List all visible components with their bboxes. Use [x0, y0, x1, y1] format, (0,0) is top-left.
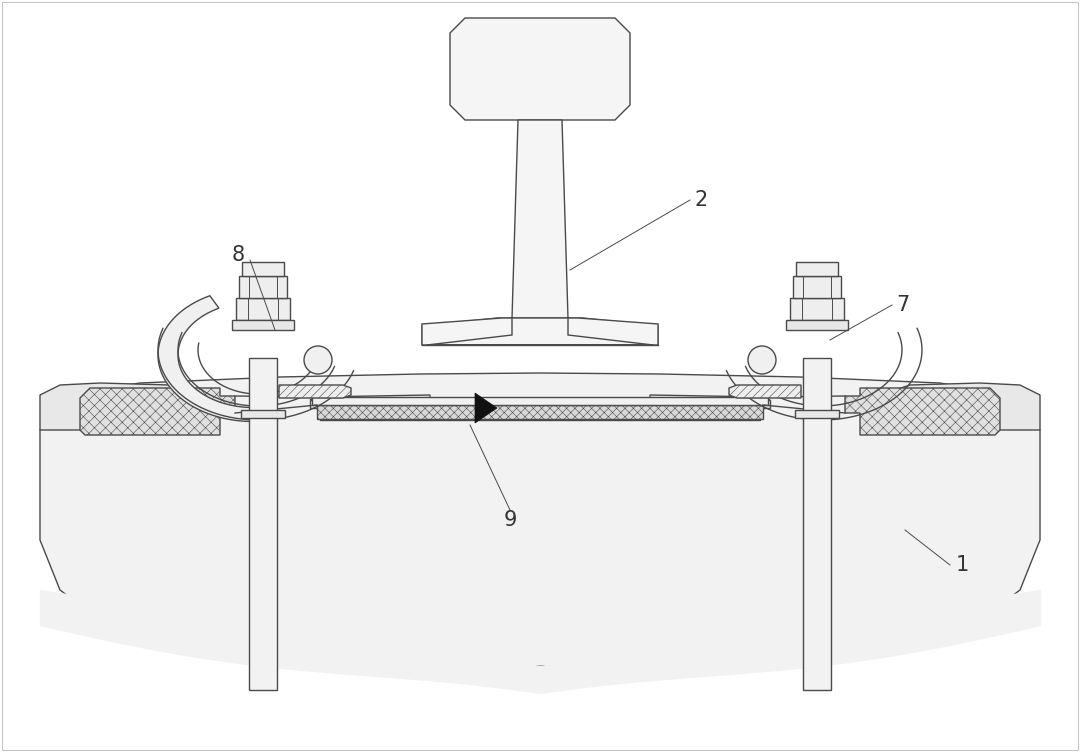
Polygon shape — [158, 296, 253, 422]
Polygon shape — [80, 388, 235, 435]
Polygon shape — [310, 395, 430, 400]
Bar — [789, 298, 843, 320]
Bar — [232, 320, 294, 330]
Polygon shape — [450, 18, 630, 120]
Bar — [804, 358, 831, 690]
Polygon shape — [650, 395, 770, 400]
Polygon shape — [279, 385, 351, 398]
Polygon shape — [512, 120, 568, 318]
Bar — [320, 408, 760, 420]
Polygon shape — [40, 373, 1040, 666]
Text: 8: 8 — [232, 245, 245, 265]
Bar — [312, 397, 768, 405]
Polygon shape — [422, 318, 658, 345]
Bar — [310, 400, 770, 408]
Circle shape — [748, 346, 777, 374]
Bar — [795, 410, 839, 418]
Text: 7: 7 — [896, 295, 909, 315]
Bar — [249, 358, 276, 690]
Bar — [318, 405, 762, 419]
Polygon shape — [40, 383, 200, 430]
Bar — [786, 320, 848, 330]
Text: 2: 2 — [694, 190, 707, 210]
Bar — [793, 276, 841, 298]
Bar — [241, 410, 285, 418]
Text: 9: 9 — [504, 510, 517, 530]
Bar — [796, 262, 838, 276]
Polygon shape — [422, 318, 658, 345]
Circle shape — [303, 346, 332, 374]
Bar — [239, 276, 287, 298]
Polygon shape — [845, 388, 1000, 435]
Text: 1: 1 — [956, 555, 969, 575]
Polygon shape — [475, 393, 497, 423]
Polygon shape — [880, 383, 1040, 430]
Bar — [237, 298, 291, 320]
Bar — [242, 262, 284, 276]
Polygon shape — [729, 385, 801, 398]
